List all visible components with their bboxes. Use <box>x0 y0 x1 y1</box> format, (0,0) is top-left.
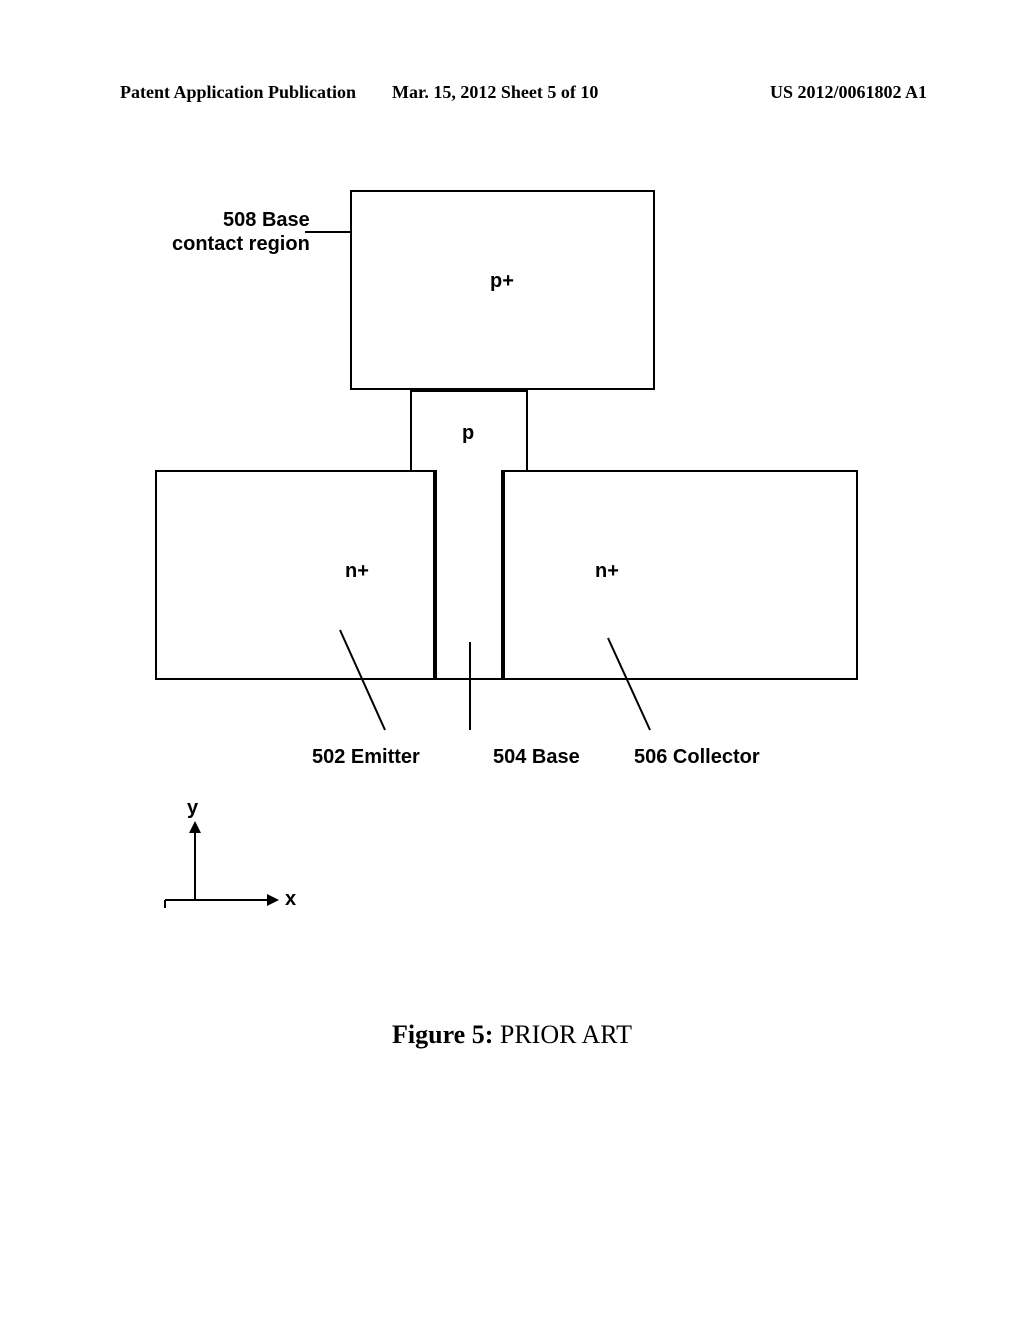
header-mid: Mar. 15, 2012 Sheet 5 of 10 <box>392 82 598 103</box>
emitter-callout: 502 Emitter <box>312 745 420 769</box>
collector-callout: 506 Collector <box>634 745 760 769</box>
figure-caption-rest: PRIOR ART <box>493 1020 632 1049</box>
base-contact-callout-line2: contact region <box>172 232 310 256</box>
base-callout: 504 Base <box>493 745 580 769</box>
x-axis-arrow <box>267 894 279 906</box>
emitter-box <box>155 470 435 680</box>
transistor-diagram: p+ p n+ n+ 508 Base contact region 502 E… <box>0 190 1024 1090</box>
collector-n-plus-label: n+ <box>595 560 619 583</box>
y-axis-label: y <box>187 797 198 820</box>
collector-box <box>503 470 858 680</box>
emitter-n-plus-label: n+ <box>345 560 369 583</box>
p-label: p <box>462 422 474 445</box>
axes <box>165 821 279 908</box>
header-left: Patent Application Publication <box>120 82 356 103</box>
base-contact-callout-line1: 508 Base <box>172 208 310 232</box>
p-plus-label: p+ <box>490 270 514 293</box>
base-neck-lower <box>435 470 503 680</box>
y-axis-arrow <box>189 821 201 833</box>
x-axis-label: x <box>285 888 296 911</box>
base-contact-callout: 508 Base contact region <box>172 208 310 256</box>
figure-caption-bold: Figure 5: <box>392 1020 493 1049</box>
figure-caption: Figure 5: PRIOR ART <box>0 1020 1024 1050</box>
header-right: US 2012/0061802 A1 <box>770 82 927 103</box>
